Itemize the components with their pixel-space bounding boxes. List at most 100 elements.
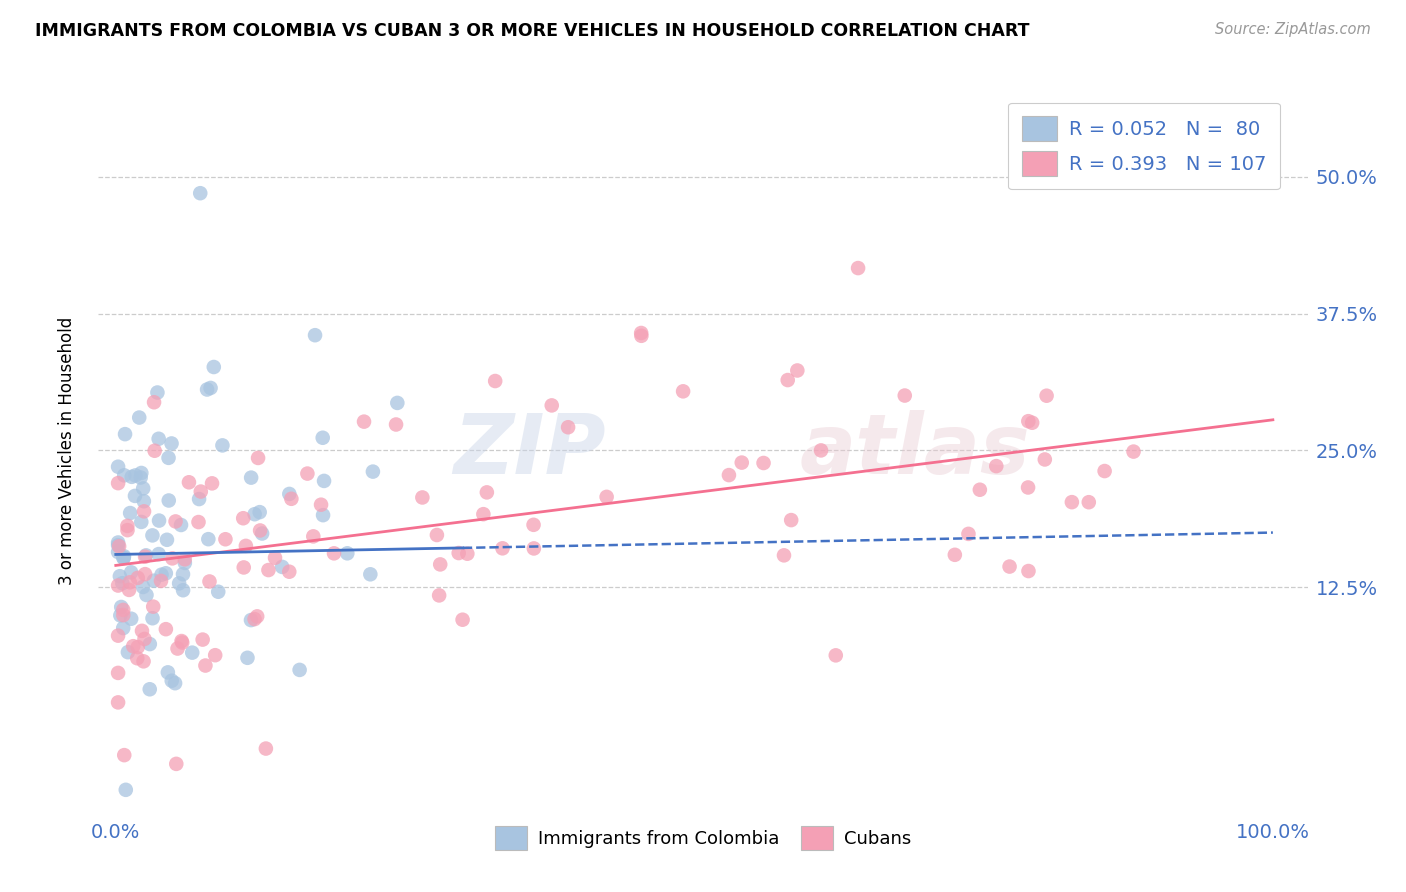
Point — [165, 756, 187, 771]
Point — [191, 632, 214, 647]
Point — [188, 186, 211, 201]
Point — [194, 658, 217, 673]
Point — [107, 665, 129, 680]
Point — [456, 547, 478, 561]
Point — [776, 373, 799, 387]
Point — [271, 560, 294, 574]
Point — [893, 388, 915, 402]
Point — [172, 635, 194, 649]
Point — [108, 569, 131, 583]
Point — [118, 575, 141, 590]
Point — [155, 566, 177, 581]
Point — [250, 526, 273, 541]
Point — [731, 456, 754, 470]
Point — [312, 474, 335, 488]
Point — [427, 588, 450, 602]
Point — [139, 682, 162, 697]
Legend: Immigrants from Colombia, Cubans: Immigrants from Colombia, Cubans — [488, 819, 918, 857]
Point — [484, 374, 506, 388]
Point — [353, 415, 375, 429]
Point — [181, 646, 204, 660]
Point — [780, 513, 803, 527]
Point — [1033, 452, 1056, 467]
Point — [134, 632, 156, 646]
Point — [773, 549, 796, 563]
Point — [523, 541, 546, 556]
Point — [969, 483, 991, 497]
Point — [114, 782, 136, 797]
Point — [114, 427, 136, 442]
Point — [297, 467, 319, 481]
Point — [522, 517, 544, 532]
Point — [107, 459, 129, 474]
Point — [1017, 414, 1039, 428]
Point — [143, 443, 166, 458]
Point — [112, 549, 135, 564]
Point — [211, 438, 233, 452]
Text: Source: ZipAtlas.com: Source: ZipAtlas.com — [1215, 22, 1371, 37]
Point — [134, 567, 156, 582]
Point — [288, 663, 311, 677]
Point — [323, 546, 346, 560]
Point — [195, 383, 218, 397]
Point — [187, 515, 209, 529]
Point — [132, 580, 155, 594]
Point — [162, 551, 184, 566]
Point — [280, 491, 302, 506]
Point — [557, 420, 579, 434]
Point — [177, 475, 200, 490]
Point — [143, 395, 166, 409]
Point — [129, 470, 152, 484]
Point — [172, 583, 194, 598]
Point — [131, 466, 153, 480]
Point — [447, 546, 470, 560]
Point — [146, 385, 169, 400]
Point — [165, 676, 187, 690]
Point — [157, 450, 180, 465]
Point — [1122, 444, 1144, 458]
Point — [247, 450, 270, 465]
Point — [173, 552, 195, 566]
Point — [943, 548, 966, 562]
Point — [117, 645, 139, 659]
Point — [112, 550, 135, 565]
Point — [302, 529, 325, 543]
Point — [475, 485, 498, 500]
Point — [127, 651, 149, 665]
Point — [359, 567, 381, 582]
Point — [236, 650, 259, 665]
Point — [207, 584, 229, 599]
Point — [135, 549, 157, 563]
Point — [141, 611, 163, 625]
Point — [124, 468, 146, 483]
Point — [110, 608, 132, 623]
Point — [1035, 389, 1057, 403]
Point — [385, 417, 408, 432]
Point — [278, 487, 301, 501]
Point — [957, 527, 980, 541]
Point — [165, 515, 187, 529]
Point — [170, 518, 193, 533]
Point — [112, 603, 135, 617]
Point — [998, 559, 1021, 574]
Point — [132, 654, 155, 668]
Point — [111, 576, 134, 591]
Point — [150, 567, 173, 582]
Point — [160, 436, 183, 450]
Point — [120, 566, 142, 580]
Point — [131, 515, 153, 529]
Point — [135, 588, 157, 602]
Point — [142, 574, 165, 588]
Point — [155, 622, 177, 636]
Point — [134, 549, 156, 564]
Point — [429, 558, 451, 572]
Point — [1060, 495, 1083, 509]
Point — [717, 468, 740, 483]
Point — [198, 574, 221, 589]
Point — [1017, 480, 1039, 494]
Point — [304, 328, 326, 343]
Point — [240, 613, 263, 627]
Point — [246, 609, 269, 624]
Point — [132, 482, 155, 496]
Point — [127, 571, 149, 585]
